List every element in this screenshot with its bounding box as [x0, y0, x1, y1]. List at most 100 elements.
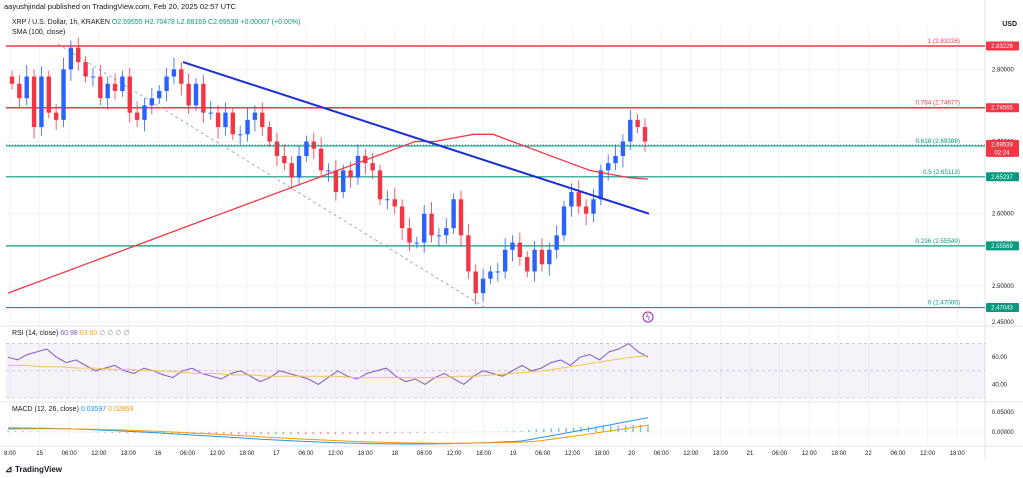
candle-body [90, 76, 96, 78]
candle-body [480, 278, 486, 294]
macd-title: MACD (12, 26, close) [12, 406, 79, 413]
candle-body [532, 249, 537, 272]
x-tick-label: 18:00 [239, 451, 255, 457]
x-tick-label: 17 [273, 451, 280, 457]
symbol-ohlc-line: XRP / U.S. Dollar, 1h, KRAKEN O2.69555 H… [12, 19, 300, 26]
signal-line [7, 424, 649, 444]
candle-body [237, 134, 243, 136]
rsi-title: RSI (14, close) [12, 330, 59, 337]
candle-body [333, 170, 339, 193]
x-tick-label: 18:00 [713, 451, 729, 457]
price-tag-box [986, 241, 1019, 251]
candle-body [127, 76, 132, 113]
x-tick-label: 18 [391, 451, 398, 457]
candle-body [9, 76, 15, 84]
candle-body [525, 257, 530, 272]
candle-body [304, 141, 309, 156]
rsi-value: 60.98 [60, 330, 78, 337]
candle-body [502, 249, 508, 272]
candle-body [201, 83, 206, 113]
candle-body [605, 163, 611, 171]
candle-body [68, 47, 74, 70]
candle-body [179, 69, 184, 84]
candle-body [245, 119, 250, 135]
candle-body [53, 112, 59, 120]
candle-body [385, 199, 390, 201]
current-price-text: 2.69539 [991, 142, 1013, 148]
candle-body [547, 249, 552, 265]
candle-body [370, 163, 375, 171]
x-tick-label: 06:00 [298, 451, 314, 457]
x-tick-label: 12:00 [565, 451, 581, 457]
candle-body [186, 83, 191, 106]
macd-legend[interactable]: MACD (12, 26, close) 0.03597 0.02859 [12, 406, 133, 413]
candle-body [510, 242, 515, 250]
candle-body [31, 76, 37, 128]
candle-body [613, 155, 618, 164]
x-tick-label: 18:00 [831, 451, 847, 457]
candle-body [83, 62, 88, 77]
sma-legend[interactable]: SMA (100, close) [12, 29, 66, 36]
candle-body [414, 242, 420, 244]
candle-body [223, 112, 228, 128]
candle-body [98, 76, 103, 99]
macd-value: 0.03597 [80, 406, 107, 413]
x-tick-label: 12:00 [328, 451, 344, 457]
x-tick-label: 12:00 [683, 451, 699, 457]
candle-body [318, 148, 324, 171]
x-tick-label: 06:00 [535, 451, 551, 457]
candle-body [164, 76, 169, 91]
candle-body [193, 83, 199, 106]
x-tick-label: 06:00 [180, 451, 196, 457]
x-tick-label: 06:00 [654, 451, 670, 457]
sma-100-line [7, 133, 649, 294]
price-tag-box [986, 41, 1019, 51]
candle-body [458, 199, 464, 236]
bearish-trendline [182, 61, 650, 215]
price-tag-box [986, 172, 1019, 182]
change-value: +0.00007 (+0.00%) [240, 19, 301, 26]
candle-body [583, 206, 589, 214]
candle-body [561, 206, 567, 236]
x-tick-label: 12:00 [210, 451, 226, 457]
macd-tick-label: 0.05000 [992, 410, 1014, 416]
x-tick-label: 06:00 [890, 451, 906, 457]
candle-body [171, 69, 177, 77]
low-value: L2.68169 [176, 19, 207, 26]
candle-body [569, 192, 574, 207]
open-value: O2.69555 [111, 19, 143, 26]
lightning-glyph: ϟ [646, 313, 651, 322]
current-price-tag [986, 139, 1019, 157]
candle-body [429, 213, 434, 236]
macd-line [8, 417, 649, 445]
candle-body [157, 90, 162, 99]
price-tag-text: 2.65237 [991, 175, 1013, 181]
x-tick-label: 18:00 [121, 451, 137, 457]
candle-body [17, 83, 22, 99]
candle-body [620, 141, 626, 156]
candle-body [120, 76, 125, 91]
x-tick-label: 12:00 [446, 451, 462, 457]
candle-body [296, 155, 302, 178]
candle-body [46, 76, 52, 113]
candle-body [142, 105, 147, 120]
price-tag-box [986, 303, 1019, 313]
signal-value: 0.02859 [108, 406, 134, 413]
candle-body [260, 112, 265, 128]
x-tick-label: 12:00 [802, 451, 818, 457]
x-tick-label: 06:00 [417, 451, 433, 457]
candle-body [539, 249, 545, 265]
price-tag-text: 2.83226 [991, 44, 1013, 50]
candle-body [488, 271, 493, 279]
rsi-legend[interactable]: RSI (14, close) 60.98 63.60 ∅ ∅ ∅ ∅ [12, 330, 130, 337]
x-tick-label: 22 [865, 451, 872, 457]
x-tick-label: 18:00 [358, 451, 374, 457]
x-tick-label: 06:00 [772, 451, 788, 457]
fib-level-label: 0 (2.47000) [928, 300, 960, 307]
candle-body [311, 141, 316, 149]
price-tag-text: 2.47043 [991, 306, 1013, 312]
symbol-name[interactable]: XRP / U.S. Dollar, 1h, KRAKEN [12, 19, 110, 26]
candle-body [39, 76, 44, 128]
x-tick-label: 19 [510, 451, 517, 457]
